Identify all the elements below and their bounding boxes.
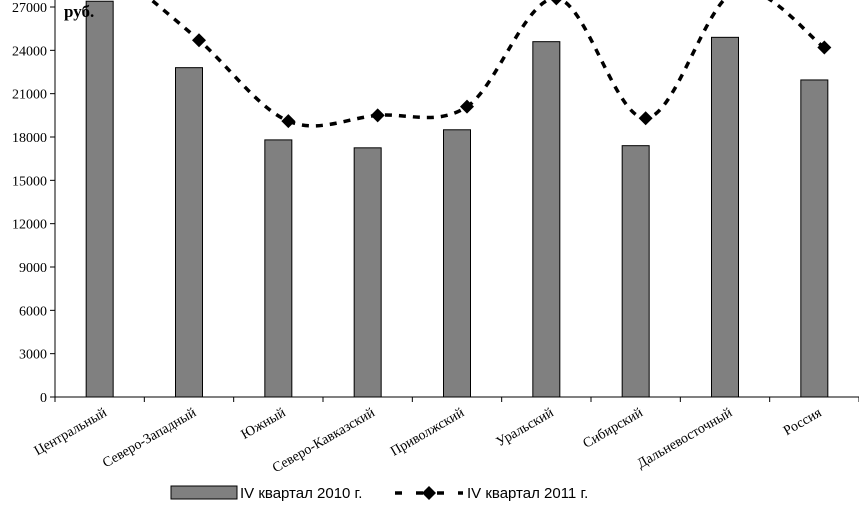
series-line xyxy=(148,0,826,128)
bar-series xyxy=(85,0,829,398)
line-series xyxy=(148,0,832,129)
bar xyxy=(443,129,471,398)
line-point xyxy=(817,40,832,55)
bar xyxy=(532,41,561,398)
y-axis-ticks: 0 3000 6000 9000 12000 15000 18000 21000 24000 27… xyxy=(12,1,55,406)
bar xyxy=(353,147,382,398)
line-point xyxy=(638,111,653,126)
y-tick-label: 12000 xyxy=(12,218,47,233)
y-tick-label: 6000 xyxy=(19,304,47,319)
legend-label: IV квартал 2011 г. xyxy=(467,485,588,502)
y-tick-label: 18000 xyxy=(12,131,47,146)
x-tick-label: Северо-Западный xyxy=(100,405,199,471)
y-tick-label: 24000 xyxy=(12,44,47,59)
x-tick-label: Россия xyxy=(781,405,825,439)
legend-swatch-bar xyxy=(170,485,238,500)
line-point xyxy=(281,114,296,129)
legend-label: IV квартал 2010 г. xyxy=(240,485,362,502)
bar xyxy=(264,139,293,398)
bar xyxy=(85,0,114,398)
x-tick-label: Сибирский xyxy=(581,405,646,451)
y-tick-label: 0 xyxy=(40,391,47,406)
y-tick-label: 3000 xyxy=(19,348,47,363)
bar xyxy=(711,36,739,398)
line-point xyxy=(370,108,385,123)
y-tick-label: 9000 xyxy=(19,261,47,276)
line-point xyxy=(192,33,206,48)
bar xyxy=(800,79,829,398)
x-tick-label: Центральный xyxy=(32,405,110,459)
line-point xyxy=(550,0,562,6)
y-axis-unit-label: руб. xyxy=(64,2,94,21)
y-tick-label: 27000 xyxy=(12,1,47,16)
legend: IV квартал 2010 г. IV квартал 2011 г. xyxy=(170,485,588,502)
y-tick-label: 15000 xyxy=(12,174,47,189)
bar xyxy=(621,145,650,398)
line-point xyxy=(460,99,474,114)
legend-marker xyxy=(422,486,436,500)
x-tick-label: Южный xyxy=(239,405,289,443)
y-tick-label: 21000 xyxy=(12,88,47,103)
x-tick-label: Уральский xyxy=(494,405,557,450)
x-tick-label: Приволжский xyxy=(388,405,467,459)
bar xyxy=(175,67,203,398)
x-tick-label: Дальневосточный xyxy=(635,405,736,472)
